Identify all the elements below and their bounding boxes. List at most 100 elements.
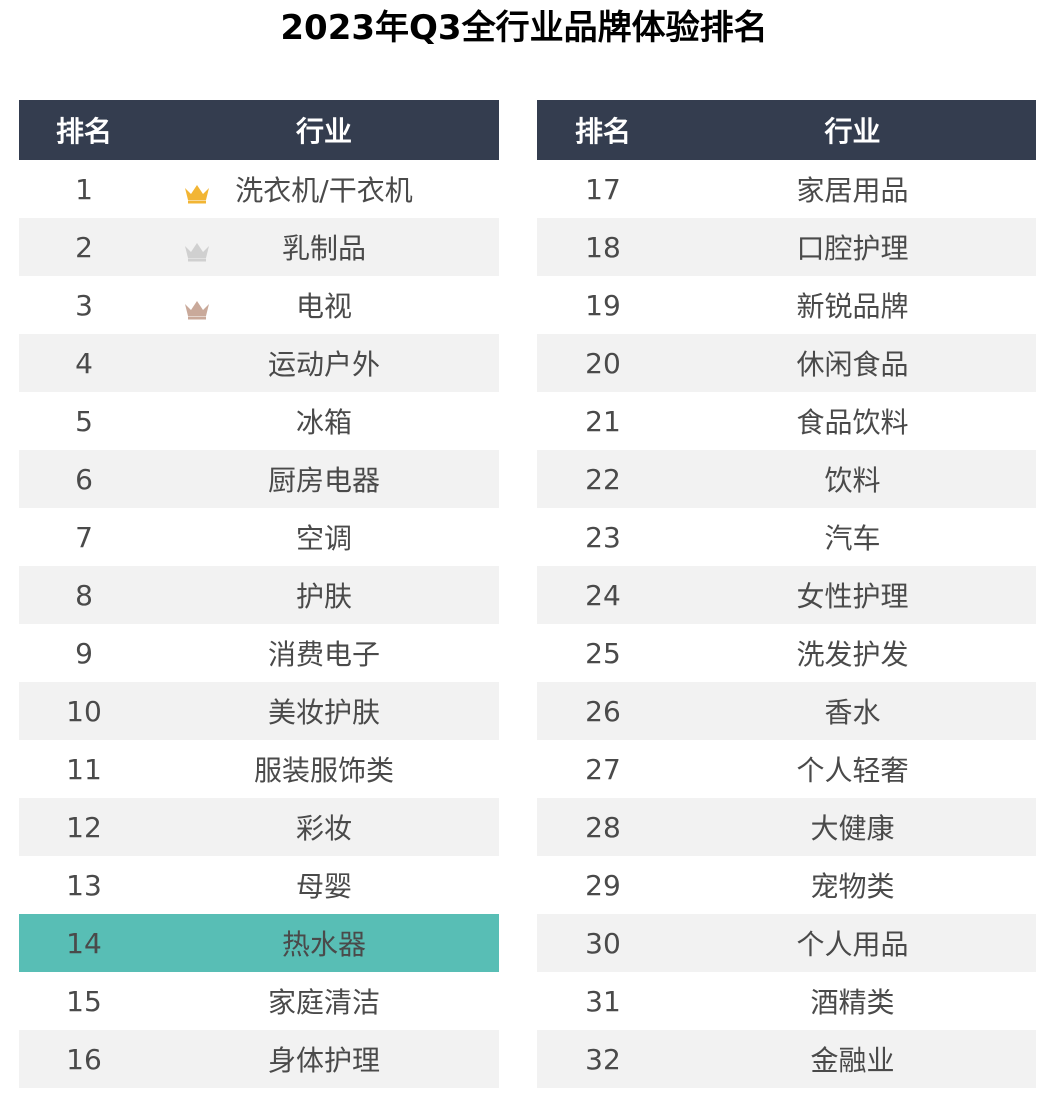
table-header-left: 排名 行业 [19,100,499,160]
rank-cell: 13 [66,868,102,902]
rank-cell: 27 [585,752,621,786]
rank-cell: 20 [585,346,621,380]
table-row: 28 大健康 [537,798,1036,856]
table-row: 26 香水 [537,682,1036,740]
industry-cell: 美妆护肤 [149,691,499,731]
industry-label: 酒精类 [810,986,895,1019]
silver-crown-icon [183,236,211,262]
industry-cell: 乳制品 [149,227,499,267]
table-row: 7 空调 [19,508,499,566]
rank-cell: 12 [66,810,102,844]
industry-label: 厨房电器 [267,464,380,497]
industry-cell: 身体护理 [149,1039,499,1079]
industry-cell: 个人轻奢 [669,749,1036,789]
industry-label: 家居用品 [796,174,909,207]
rank-cell: 28 [585,810,621,844]
table-row: 27 个人轻奢 [537,740,1036,798]
industry-cell: 个人用品 [669,923,1036,963]
table-row: 12 彩妆 [19,798,499,856]
industry-cell: 空调 [149,517,499,557]
industry-cell: 大健康 [669,807,1036,847]
table-row: 4 运动户外 [19,334,499,392]
industry-cell: 口腔护理 [669,227,1036,267]
industry-label: 母婴 [295,870,352,903]
industry-label: 个人用品 [796,928,909,961]
industry-cell: 护肤 [149,575,499,615]
rank-cell: 32 [585,1042,621,1076]
rank-cell: 22 [585,462,621,496]
industry-label: 香水 [824,696,881,729]
table-row: 11 服装服饰类 [19,740,499,798]
industry-label: 消费电子 [267,638,380,671]
industry-label: 休闲食品 [796,348,909,381]
industry-label: 饮料 [824,464,881,497]
table-header-right: 排名 行业 [537,100,1036,160]
table-row: 25 洗发护发 [537,624,1036,682]
industry-cell: 电视 [149,285,499,325]
industry-label: 大健康 [810,812,895,845]
industry-cell: 彩妆 [149,807,499,847]
industry-cell: 母婴 [149,865,499,905]
rank-cell: 11 [66,752,102,786]
table-row: 18 口腔护理 [537,218,1036,276]
rank-header: 排名 [574,115,631,148]
industry-label: 彩妆 [295,812,352,845]
industry-label: 新锐品牌 [796,290,909,323]
industry-cell: 洗衣机/干衣机 [149,169,499,209]
industry-cell: 饮料 [669,459,1036,499]
rank-cell: 7 [75,520,93,554]
industry-label: 热水器 [281,928,366,961]
rank-cell: 10 [66,694,102,728]
table-row: 2 乳制品 [19,218,499,276]
rank-header: 排名 [55,115,112,148]
industry-label: 美妆护肤 [267,696,380,729]
industry-label: 运动户外 [267,348,380,381]
table-row: 32 金融业 [537,1030,1036,1088]
rank-cell: 30 [585,926,621,960]
rank-cell: 3 [75,288,93,322]
industry-label: 女性护理 [796,580,909,613]
table-row: 6 厨房电器 [19,450,499,508]
industry-label: 口腔护理 [796,232,909,265]
table-row: 21 食品饮料 [537,392,1036,450]
table-row: 3 电视 [19,276,499,334]
rank-cell: 8 [75,578,93,612]
bronze-crown-icon [183,294,211,320]
gold-crown-icon [183,178,211,204]
table-row: 15 家庭清洁 [19,972,499,1030]
table-row: 22 饮料 [537,450,1036,508]
industry-cell: 香水 [669,691,1036,731]
rank-cell: 15 [66,984,102,1018]
chart-title: 2023年Q3全行业品牌体验排名 [280,8,768,48]
industry-cell: 金融业 [669,1039,1036,1079]
industry-cell: 酒精类 [669,981,1036,1021]
rank-cell: 23 [585,520,621,554]
industry-label: 个人轻奢 [796,754,909,787]
rank-cell: 29 [585,868,621,902]
rank-cell: 14 [66,926,102,960]
rank-cell: 24 [585,578,621,612]
table-row: 14 热水器 [19,914,499,972]
industry-cell: 休闲食品 [669,343,1036,383]
table-row: 1 洗衣机/干衣机 [19,160,499,218]
rank-cell: 21 [585,404,621,438]
industry-label: 空调 [295,522,352,555]
industry-label: 洗发护发 [796,638,909,671]
industry-cell: 家庭清洁 [149,981,499,1021]
industry-label: 电视 [295,290,352,323]
rows-right: 17 家居用品 18 口腔护理 19 新锐品牌 20 休闲食品 21 食品饮料 22 饮料 23 汽车 24… [537,160,1036,1088]
rank-cell: 18 [585,230,621,264]
industry-cell: 新锐品牌 [669,285,1036,325]
industry-label: 洗衣机/干衣机 [235,174,413,207]
table-row: 19 新锐品牌 [537,276,1036,334]
industry-cell: 洗发护发 [669,633,1036,673]
table-row: 8 护肤 [19,566,499,624]
industry-cell: 厨房电器 [149,459,499,499]
table-row: 16 身体护理 [19,1030,499,1088]
rank-cell: 19 [585,288,621,322]
table-row: 17 家居用品 [537,160,1036,218]
table-row: 24 女性护理 [537,566,1036,624]
industry-cell: 消费电子 [149,633,499,673]
industry-cell: 热水器 [149,923,499,963]
industry-label: 护肤 [295,580,352,613]
